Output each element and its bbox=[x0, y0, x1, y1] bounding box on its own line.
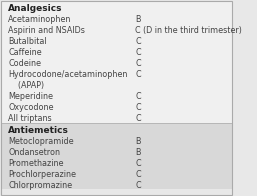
Text: Metoclopramide: Metoclopramide bbox=[8, 137, 74, 146]
Text: Analgesics: Analgesics bbox=[8, 4, 63, 13]
Text: Hydrocodone/acetaminophen: Hydrocodone/acetaminophen bbox=[8, 70, 128, 79]
Text: Meperidine: Meperidine bbox=[8, 92, 53, 101]
Text: B: B bbox=[135, 137, 141, 146]
Text: Promethazine: Promethazine bbox=[8, 159, 64, 168]
Text: C (D in the third trimester): C (D in the third trimester) bbox=[135, 26, 242, 35]
Text: Butalbital: Butalbital bbox=[8, 37, 47, 46]
Text: C: C bbox=[135, 70, 141, 79]
Text: C: C bbox=[135, 103, 141, 113]
Text: C: C bbox=[135, 92, 141, 101]
Text: Acetaminophen: Acetaminophen bbox=[8, 15, 72, 24]
Text: B: B bbox=[135, 148, 141, 157]
Text: Antiemetics: Antiemetics bbox=[8, 125, 69, 134]
Text: Oxycodone: Oxycodone bbox=[8, 103, 54, 113]
Text: Ondansetron: Ondansetron bbox=[8, 148, 60, 157]
Text: Codeine: Codeine bbox=[8, 59, 41, 68]
Text: Prochlorperazine: Prochlorperazine bbox=[8, 170, 76, 179]
Text: B: B bbox=[135, 15, 141, 24]
Text: C: C bbox=[135, 114, 141, 123]
Text: C: C bbox=[135, 170, 141, 179]
Text: (APAP): (APAP) bbox=[8, 81, 44, 90]
FancyBboxPatch shape bbox=[1, 1, 232, 123]
Text: Caffeine: Caffeine bbox=[8, 48, 42, 57]
Text: Aspirin and NSAIDs: Aspirin and NSAIDs bbox=[8, 26, 85, 35]
Text: C: C bbox=[135, 48, 141, 57]
Text: All triptans: All triptans bbox=[8, 114, 52, 123]
Text: C: C bbox=[135, 159, 141, 168]
Text: C: C bbox=[135, 181, 141, 190]
Text: C: C bbox=[135, 59, 141, 68]
FancyBboxPatch shape bbox=[1, 123, 232, 189]
Text: C: C bbox=[135, 37, 141, 46]
Text: Chlorpromazine: Chlorpromazine bbox=[8, 181, 72, 190]
